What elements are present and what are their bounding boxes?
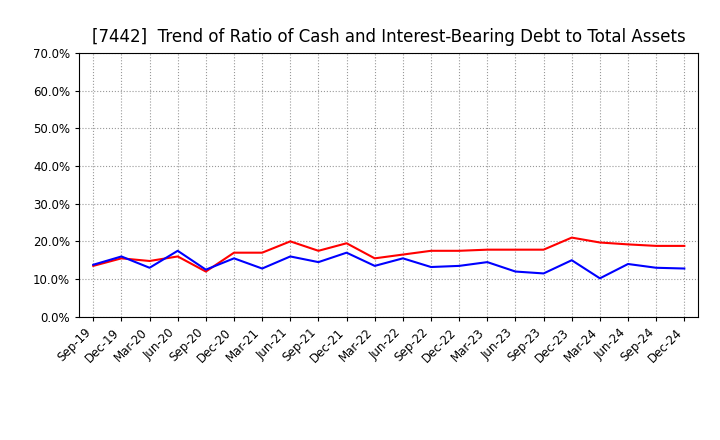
Cash	[89, 263, 98, 268]
Interest-Bearing Debt	[370, 263, 379, 268]
Cash	[230, 250, 238, 255]
Interest-Bearing Debt	[202, 267, 210, 272]
Cash	[370, 256, 379, 261]
Interest-Bearing Debt	[89, 262, 98, 268]
Cash	[427, 248, 436, 253]
Cash	[483, 247, 492, 252]
Cash	[399, 252, 408, 257]
Interest-Bearing Debt	[342, 250, 351, 255]
Cash	[145, 258, 154, 264]
Interest-Bearing Debt	[652, 265, 660, 271]
Cash	[258, 250, 266, 255]
Interest-Bearing Debt	[399, 256, 408, 261]
Interest-Bearing Debt	[624, 261, 632, 267]
Cash	[174, 254, 182, 259]
Interest-Bearing Debt	[511, 269, 520, 274]
Interest-Bearing Debt	[286, 254, 294, 259]
Cash	[314, 248, 323, 253]
Interest-Bearing Debt	[595, 276, 604, 281]
Line: Cash: Cash	[94, 238, 684, 271]
Cash	[286, 239, 294, 244]
Cash	[539, 247, 548, 252]
Cash	[511, 247, 520, 252]
Interest-Bearing Debt	[455, 263, 464, 268]
Cash	[342, 241, 351, 246]
Interest-Bearing Debt	[483, 260, 492, 265]
Cash	[567, 235, 576, 240]
Cash	[652, 243, 660, 249]
Cash	[680, 243, 688, 249]
Cash	[117, 256, 126, 261]
Interest-Bearing Debt	[427, 264, 436, 270]
Title: [7442]  Trend of Ratio of Cash and Interest-Bearing Debt to Total Assets: [7442] Trend of Ratio of Cash and Intere…	[92, 28, 685, 46]
Cash	[595, 240, 604, 245]
Interest-Bearing Debt	[539, 271, 548, 276]
Cash	[455, 248, 464, 253]
Interest-Bearing Debt	[680, 266, 688, 271]
Interest-Bearing Debt	[567, 257, 576, 263]
Interest-Bearing Debt	[145, 265, 154, 271]
Cash	[202, 269, 210, 274]
Interest-Bearing Debt	[258, 266, 266, 271]
Interest-Bearing Debt	[230, 256, 238, 261]
Interest-Bearing Debt	[174, 248, 182, 253]
Interest-Bearing Debt	[117, 254, 126, 259]
Interest-Bearing Debt	[314, 260, 323, 265]
Cash	[624, 242, 632, 247]
Line: Interest-Bearing Debt: Interest-Bearing Debt	[94, 251, 684, 279]
Legend: Cash, Interest-Bearing Debt: Cash, Interest-Bearing Debt	[239, 435, 539, 440]
